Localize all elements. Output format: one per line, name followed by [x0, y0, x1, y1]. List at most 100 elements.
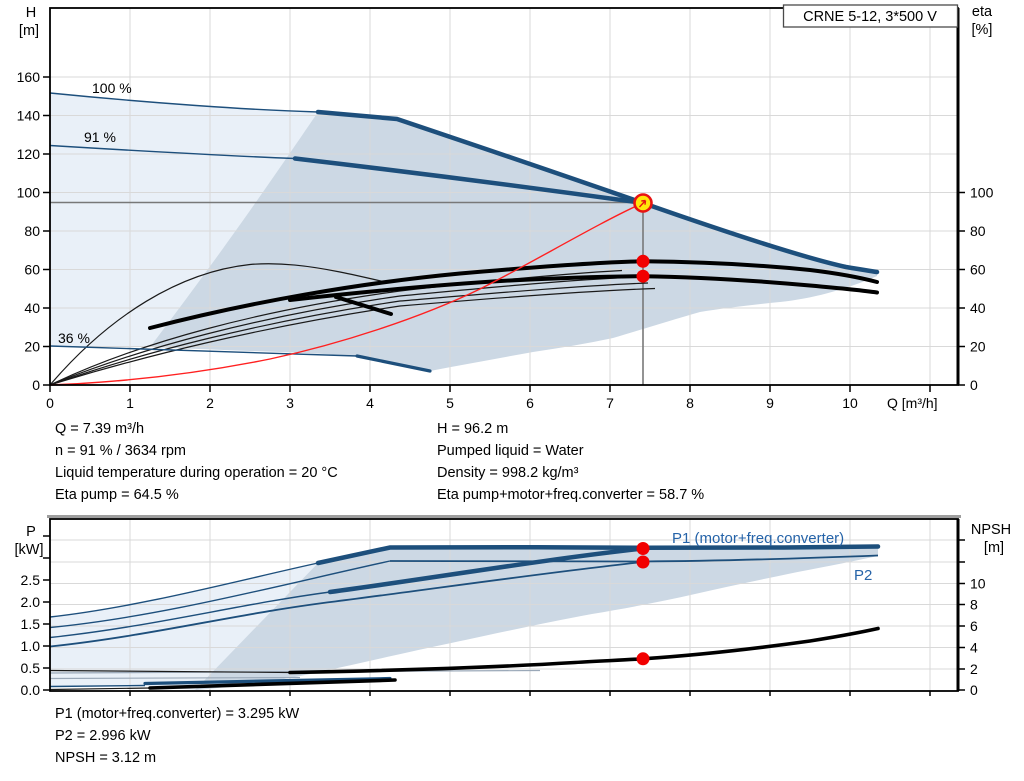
eta-total-curve: [288, 274, 879, 302]
info-npsh: NPSH = 3.12 m: [55, 750, 157, 766]
svg-text:1: 1: [126, 395, 134, 411]
eta-pump-curve: [148, 259, 879, 330]
svg-text:2: 2: [206, 395, 214, 411]
svg-text:80: 80: [24, 223, 40, 239]
npsh-axis-unit: [m]: [984, 540, 1004, 556]
curve-36pct-thin: [49, 345, 358, 357]
svg-text:40: 40: [970, 300, 986, 316]
svg-text:2.5: 2.5: [21, 572, 41, 588]
curve-91pct-thin: [49, 144, 296, 160]
svg-text:100: 100: [17, 185, 41, 201]
eta-axis-tick-labels: 100 80 60 40 20 0: [970, 185, 994, 394]
info-n: n = 91 % / 3634 rpm: [55, 443, 186, 459]
p-axis-tick-labels: 2.5 2.0 1.5 1.0 0.5 0.0: [21, 572, 41, 698]
p1-curve-label: P1 (motor+freq.converter): [672, 530, 844, 547]
p2-91pct: [49, 561, 644, 648]
efficiency-curves: [49, 259, 879, 386]
curve-100pct-thin: [49, 92, 319, 113]
npsh-low-speed-segment: [148, 678, 397, 690]
info-pumped-liquid: Pumped liquid = Water: [437, 443, 584, 459]
eta-arc-reduced-speed: [49, 263, 384, 386]
svg-text:1.0: 1.0: [21, 638, 41, 654]
bottom-axis-ticks: [43, 535, 965, 696]
info-p1: P1 (motor+freq.converter) = 3.295 kW: [55, 706, 300, 722]
svg-text:6: 6: [526, 395, 534, 411]
duty-guide-lines: [50, 201, 644, 385]
info-eta-total: Eta pump+motor+freq.converter = 58.7 %: [437, 487, 705, 503]
svg-text:100: 100: [970, 185, 994, 201]
top-grid: [50, 8, 958, 385]
npsh-axis-title: NPSH: [971, 522, 1011, 538]
svg-text:20: 20: [970, 339, 986, 355]
svg-text:1.5: 1.5: [21, 616, 41, 632]
speed-label-91: 91 %: [84, 129, 116, 145]
info-h: H = 96.2 m: [437, 421, 509, 437]
bottom-envelope-dark: [195, 546, 878, 690]
eta-axis-unit: [%]: [972, 22, 993, 38]
info-q: Q = 7.39 m³/h: [55, 421, 145, 437]
eta-pump-duty-dot: [636, 254, 650, 268]
duty-point-marker[interactable]: [633, 193, 653, 213]
svg-text:140: 140: [17, 108, 41, 124]
p2-100pct-thin: [49, 560, 391, 629]
npsh-duty-dot: [636, 652, 650, 666]
p-36pct-thick: [143, 676, 392, 686]
curve-envelope-top: [315, 109, 880, 275]
svg-text:10: 10: [842, 395, 858, 411]
p-axis-title: P: [26, 524, 36, 540]
top-chart: H [m] eta [%] 160 140 120 100 80 60 40 2…: [17, 4, 994, 411]
speed-label-100: 100 %: [92, 80, 132, 96]
q-axis-unit-label: Q [m³/h]: [887, 395, 938, 411]
p1-91pct-thick: [327, 546, 646, 595]
system-curve: [49, 202, 644, 386]
svg-text:0: 0: [32, 377, 40, 393]
info-density: Density = 998.2 kg/m³: [437, 465, 579, 481]
info-eta-pump: Eta pump = 64.5 %: [55, 487, 179, 503]
info-liquid-temp: Liquid temperature during operation = 20…: [55, 465, 338, 481]
svg-text:0: 0: [970, 682, 978, 698]
svg-text:9: 9: [766, 395, 774, 411]
p2-duty-dot: [636, 555, 650, 569]
svg-text:7: 7: [606, 395, 614, 411]
svg-text:60: 60: [24, 262, 40, 278]
eta-min-speed-segment: [334, 295, 393, 316]
bottom-chart: P1 (motor+freq.converter) P2 P [kW] NPSH…: [15, 515, 1011, 699]
h-axis-tick-labels: 160 140 120 100 80 60 40 20 0: [17, 69, 41, 393]
info-p2: P2 = 2.996 kW: [55, 728, 151, 744]
pump-title: CRNE 5-12, 3*500 V: [803, 9, 937, 25]
svg-text:120: 120: [17, 146, 41, 162]
npsh-axis-tick-labels: 10 8 6 4 2 0: [970, 576, 986, 699]
svg-text:6: 6: [970, 618, 978, 634]
h-axis-title: H: [26, 5, 36, 21]
svg-text:8: 8: [686, 395, 694, 411]
svg-text:8: 8: [970, 597, 978, 613]
top-axis-ticks: [43, 76, 965, 392]
p1-100pct-thin: [49, 562, 319, 618]
svg-text:0: 0: [46, 395, 54, 411]
svg-text:60: 60: [970, 262, 986, 278]
h-axis-unit: [m]: [19, 23, 39, 39]
svg-text:2.0: 2.0: [21, 594, 41, 610]
eta-total-duty-dot: [636, 269, 650, 283]
svg-text:5: 5: [446, 395, 454, 411]
svg-text:0.5: 0.5: [21, 660, 41, 676]
svg-text:3: 3: [286, 395, 294, 411]
p2-curve-label: P2: [854, 567, 872, 584]
svg-text:10: 10: [970, 576, 986, 592]
svg-text:160: 160: [17, 69, 41, 85]
svg-text:80: 80: [970, 223, 986, 239]
curve-91pct-thick: [292, 156, 646, 206]
speed-curves: [49, 92, 880, 373]
p-axis-unit: [kW]: [15, 542, 44, 558]
svg-text:2: 2: [970, 661, 978, 677]
svg-text:0: 0: [970, 377, 978, 393]
speed-label-36: 36 %: [58, 330, 90, 346]
p1-duty-dot: [636, 542, 650, 555]
p1-91pct-thin: [49, 591, 331, 639]
p2-envelope-flat: [389, 554, 879, 563]
top-envelope-dark: [150, 112, 877, 371]
svg-text:0.0: 0.0: [21, 682, 41, 698]
svg-text:40: 40: [24, 300, 40, 316]
